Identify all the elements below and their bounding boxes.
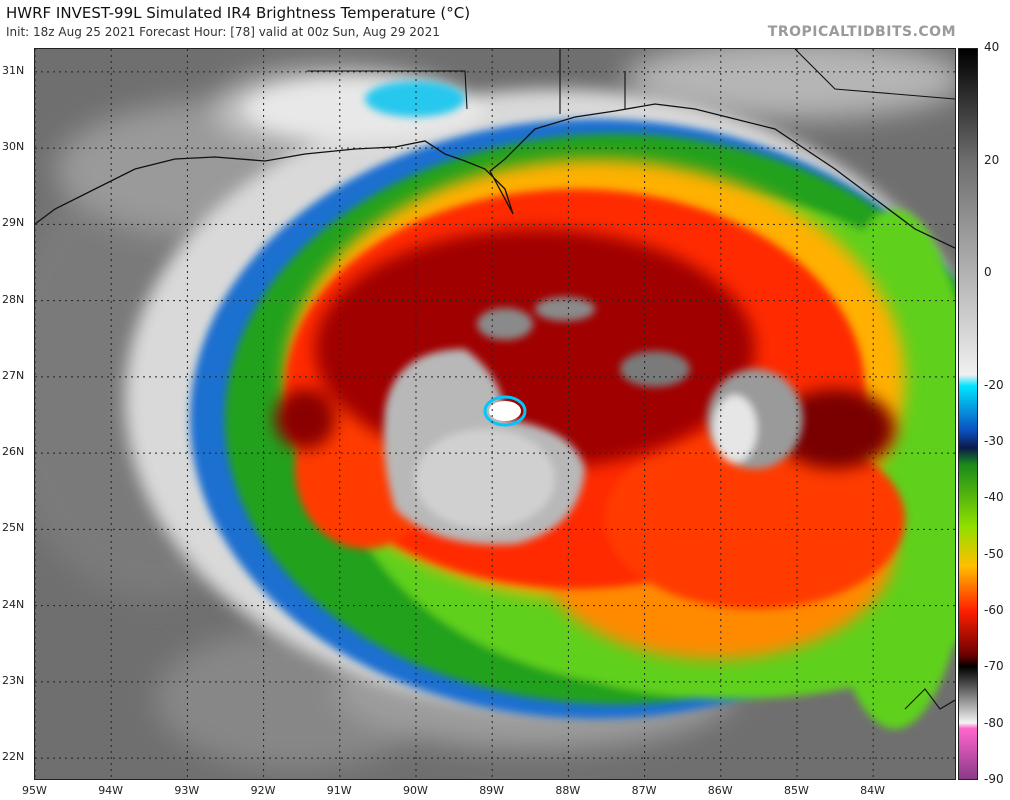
colorbar-tick-label: 20 bbox=[984, 152, 1000, 167]
lon-tick-label: 90W bbox=[402, 784, 428, 797]
lat-tick-label: 28N bbox=[2, 292, 25, 306]
colorbar-tick-label: -70 bbox=[984, 659, 1004, 674]
lat-tick-label: 25N bbox=[2, 521, 25, 535]
colorbar-tick-label: 40 bbox=[984, 40, 1000, 54]
lat-tick-label: 24N bbox=[2, 597, 25, 611]
lon-tick-label: 86W bbox=[707, 784, 733, 797]
colorbar-tick-label: -60 bbox=[984, 603, 1004, 618]
lon-tick-label: 91W bbox=[326, 784, 352, 797]
lon-tick-label: 92W bbox=[250, 784, 276, 797]
colorbar-tick-label: -40 bbox=[984, 490, 1004, 505]
state-borders bbox=[307, 49, 955, 114]
colorbar bbox=[958, 48, 978, 780]
cold-cloud-tops bbox=[383, 297, 803, 545]
hurricane-eye bbox=[483, 395, 527, 427]
lon-tick-label: 95W bbox=[22, 784, 47, 797]
florida-coast bbox=[904, 688, 955, 710]
lon-tick-label: 87W bbox=[631, 784, 657, 797]
lat-tick-label: 23N bbox=[2, 673, 25, 687]
lon-tick-label: 88W bbox=[555, 784, 581, 797]
lon-tick-label: 85W bbox=[783, 784, 809, 797]
lat-tick-label: 26N bbox=[2, 445, 25, 459]
colorbar-tick-label: 0 bbox=[984, 265, 992, 280]
colorbar-tick-label: -50 bbox=[984, 546, 1004, 561]
lat-lon-grid bbox=[35, 49, 955, 779]
map-subtitle: Init: 18z Aug 25 2021 Forecast Hour: [78… bbox=[6, 25, 440, 39]
colorbar-tick-label: -80 bbox=[984, 715, 1004, 730]
colorbar-tick-label: -90 bbox=[984, 772, 1004, 786]
map-title: HWRF INVEST-99L Simulated IR4 Brightness… bbox=[6, 4, 471, 22]
colorbar-tick-label: -30 bbox=[984, 434, 1004, 449]
coastline bbox=[35, 103, 955, 249]
map-canvas bbox=[35, 49, 955, 779]
lon-tick-label: 93W bbox=[174, 784, 200, 797]
colorbar-tick-label: -20 bbox=[984, 377, 1004, 392]
lat-tick-label: 22N bbox=[2, 750, 25, 764]
lon-tick-label: 89W bbox=[479, 784, 505, 797]
lat-tick-label: 31N bbox=[2, 63, 25, 77]
lat-tick-label: 27N bbox=[2, 368, 25, 382]
lat-tick-label: 30N bbox=[2, 140, 25, 154]
satellite-map bbox=[34, 48, 956, 780]
lat-tick-label: 29N bbox=[2, 216, 25, 230]
lon-tick-label: 84W bbox=[860, 784, 886, 797]
lon-tick-label: 94W bbox=[98, 784, 124, 797]
brand-watermark: TROPICALTIDBITS.COM bbox=[767, 24, 956, 40]
